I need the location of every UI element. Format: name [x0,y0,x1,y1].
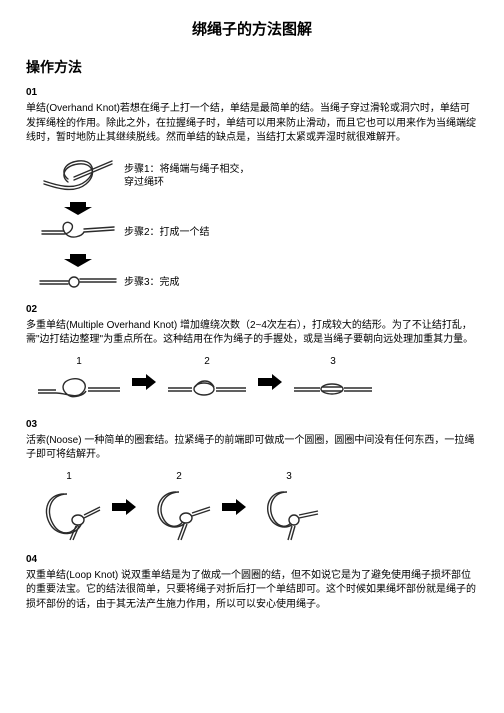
document-page: 绑绳子的方法图解 操作方法 01 单结(Overhand Knot)若想在绳子上… [0,0,504,713]
knot01-step2-illustration [34,216,124,250]
down-arrow-icon [34,200,124,216]
knot01-step1-caption: 步骤1：将绳端与绳子相交，穿过绳环 [124,163,254,189]
knot02-number: 02 [26,304,478,315]
knot02-illus1 [34,369,124,409]
knot01-step3-row: 步骤3：完成 [34,268,478,298]
knot01-step1-row: 步骤1：将绳端与绳子相交，穿过绳环 [34,154,478,198]
knot03-frame2: 2 [144,471,214,544]
page-title: 绑绳子的方法图解 [26,18,478,39]
right-arrow-icon [110,498,138,516]
right-arrow-icon [130,373,158,391]
knot04-number: 04 [26,554,478,565]
seq-label: 1 [66,471,72,482]
knot01-step2-caption: 步骤2：打成一个结 [124,226,210,239]
knot02-frame3: 3 [290,356,376,409]
knot03-paragraph: 活索(Noose) 一种简单的圈套结。拉紧绳子的前端即可做成一个圆圈，圆圈中间没… [26,434,478,463]
knot03-illus3 [254,484,324,544]
knot01-paragraph: 单结(Overhand Knot)若想在绳子上打一个结，单结是最简单的结。当绳子… [26,102,478,146]
down-arrow-icon [34,252,124,268]
knot01-step3-caption: 步骤3：完成 [124,276,180,289]
seq-label: 1 [76,356,82,367]
knot01-step2-row: 步骤2：打成一个结 [34,216,478,250]
seq-label: 3 [330,356,336,367]
knot02-frame1: 1 [34,356,124,409]
knot03-sequence: 1 2 [34,471,478,544]
section-heading: 操作方法 [26,57,478,77]
knot04-paragraph: 双重单结(Loop Knot) 说双重单结是为了做成一个圆圈的结，但不如说它是为… [26,569,478,613]
knot03-illus2 [144,484,214,544]
knot01-steps: 步骤1：将绳端与绳子相交，穿过绳环 步骤2：打成一个结 [34,154,478,298]
knot01-step1-illustration [34,154,124,198]
knot01-number: 01 [26,87,478,98]
knot02-sequence: 1 2 [34,356,478,409]
knot01-step3-illustration [34,268,124,298]
right-arrow-icon [220,498,248,516]
knot02-paragraph: 多重单结(Multiple Overhand Knot) 增加缠绕次数（2~4次… [26,319,478,348]
knot02-illus3 [290,369,376,409]
knot03-illus1 [34,484,104,544]
right-arrow-icon [256,373,284,391]
seq-label: 3 [286,471,292,482]
seq-label: 2 [176,471,182,482]
knot02-illus2 [164,369,250,409]
knot02-frame2: 2 [164,356,250,409]
knot03-number: 03 [26,419,478,430]
knot03-frame1: 1 [34,471,104,544]
seq-label: 2 [204,356,210,367]
knot03-frame3: 3 [254,471,324,544]
